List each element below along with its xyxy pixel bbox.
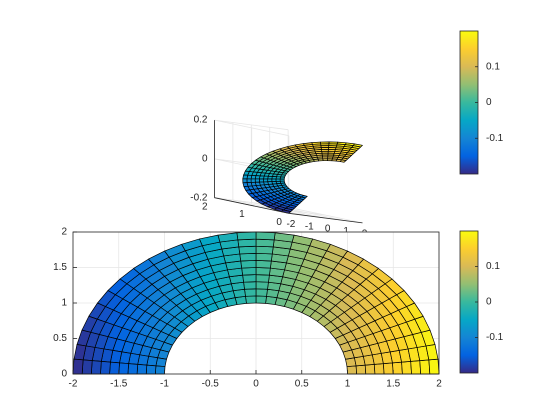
- surface-2d-patch: [255, 245, 274, 255]
- x-tick-label: 1.5: [386, 379, 400, 390]
- colorbar-tick-label: 0.1: [486, 261, 500, 272]
- y-tick-label: 0: [61, 369, 67, 380]
- surface-2d-patch: [118, 362, 129, 375]
- x-tick-label: 0: [325, 224, 331, 235]
- surface-2d-patch: [245, 295, 257, 304]
- colorbar-tick-label: 0: [486, 97, 492, 108]
- surface-2d-patch: [392, 361, 403, 375]
- surface-2d-patch: [255, 252, 273, 262]
- colorbar-top: 0.1 0 -0.1: [459, 30, 504, 175]
- surface-2d-patch: [428, 358, 440, 375]
- surface-plot-2d: -2 -1.5 -1 -0.5 0 0.5 1 1.5 2 0 0.5 1 1.5 2: [53, 227, 442, 390]
- y-tick-label: 0.5: [53, 333, 67, 344]
- y-tick-label: 2: [202, 201, 208, 212]
- surface-plot-3d: -2-1012012-0.200.2: [190, 115, 367, 240]
- surface-2d-patch: [72, 358, 84, 375]
- surface-3d-mesh: [242, 141, 363, 214]
- surface-2d-patch: [240, 260, 257, 269]
- surface-2d-patch: [81, 359, 93, 375]
- z-tick-label: 0.2: [194, 115, 208, 126]
- surface-2d-patch: [241, 267, 257, 276]
- x-tick-label: -1: [305, 221, 314, 232]
- surface-2d-patch: [127, 363, 139, 375]
- y-tick-label: 2: [61, 227, 67, 238]
- x-tick-label: -1: [160, 379, 169, 390]
- surface-2d-patch: [255, 260, 272, 269]
- surface-2d-patch: [255, 238, 275, 248]
- grid-line: [214, 119, 289, 137]
- grid-line: [214, 119, 289, 131]
- colorbar-tick-label: 0: [486, 297, 492, 308]
- colorbar-tick-label: -0.1: [486, 133, 504, 144]
- surface-2d-patch: [236, 231, 257, 241]
- y-tick-label: 1: [239, 209, 245, 220]
- surface-2d-patch: [419, 359, 431, 375]
- x-axis-line: [288, 212, 363, 224]
- surface-3d-patch: [242, 178, 248, 184]
- surface-2d-patch: [155, 365, 166, 375]
- surface-2d-patch: [109, 361, 120, 375]
- surface-2d-patch: [244, 288, 257, 297]
- y-tick-label: 1: [61, 298, 67, 309]
- x-tick-label: -0.5: [202, 379, 220, 390]
- surface-2d-patch: [255, 274, 270, 283]
- x-tick-label: -2: [286, 219, 295, 230]
- y-tick-label: 0: [276, 217, 282, 228]
- colorbar-tick-label: 0.1: [486, 61, 500, 72]
- surface-2d-patch: [145, 364, 157, 375]
- surface-2d-mesh: [72, 231, 440, 375]
- surface-3d-patch: [251, 196, 261, 202]
- x-tick-label: -2: [69, 379, 78, 390]
- surface-2d-patch: [383, 362, 394, 375]
- surface-2d-patch: [401, 361, 412, 375]
- surface-2d-patch: [237, 238, 257, 248]
- surface-2d-patch: [346, 365, 357, 375]
- surface-3d-patch: [242, 174, 249, 180]
- surface-3d-patch: [322, 158, 328, 162]
- surface-2d-patch: [373, 363, 385, 375]
- x-tick-label: 0: [253, 379, 259, 390]
- surface-2d-patch: [90, 360, 102, 375]
- surface-3d-patch: [246, 178, 252, 183]
- surface-3d-patch: [250, 178, 256, 183]
- x-tick-label: -1.5: [110, 379, 128, 390]
- colorbar-bottom: 0.1 0 -0.1: [459, 230, 504, 374]
- surface-2d-patch: [410, 360, 422, 375]
- x-tick-label: 2: [436, 379, 442, 390]
- x-tick-label: 0.5: [295, 379, 309, 390]
- y-tick-label: 1.5: [53, 262, 67, 273]
- x-tick-label: 1: [345, 379, 351, 390]
- surface-2d-patch: [255, 288, 268, 297]
- surface-2d-patch: [136, 364, 148, 375]
- surface-2d-patch: [238, 245, 257, 255]
- surface-2d-patch: [255, 231, 276, 241]
- colorbar-tick-label: -0.1: [486, 332, 504, 343]
- surface-2d-patch: [355, 364, 367, 375]
- surface-2d-patch: [239, 252, 257, 262]
- z-tick-label: 0: [202, 154, 208, 165]
- surface-2d-patch: [100, 361, 111, 375]
- surface-2d-patch: [255, 295, 267, 304]
- surface-2d-patch: [255, 267, 271, 276]
- y-axis-line: [214, 197, 289, 214]
- z-tick-label: -0.2: [190, 192, 208, 203]
- surface-2d-patch: [364, 364, 376, 375]
- surface-2d-patch: [242, 274, 257, 283]
- surface-2d-patch: [243, 281, 257, 290]
- surface-2d-patch: [255, 281, 269, 290]
- surface-3d-patch: [327, 158, 333, 162]
